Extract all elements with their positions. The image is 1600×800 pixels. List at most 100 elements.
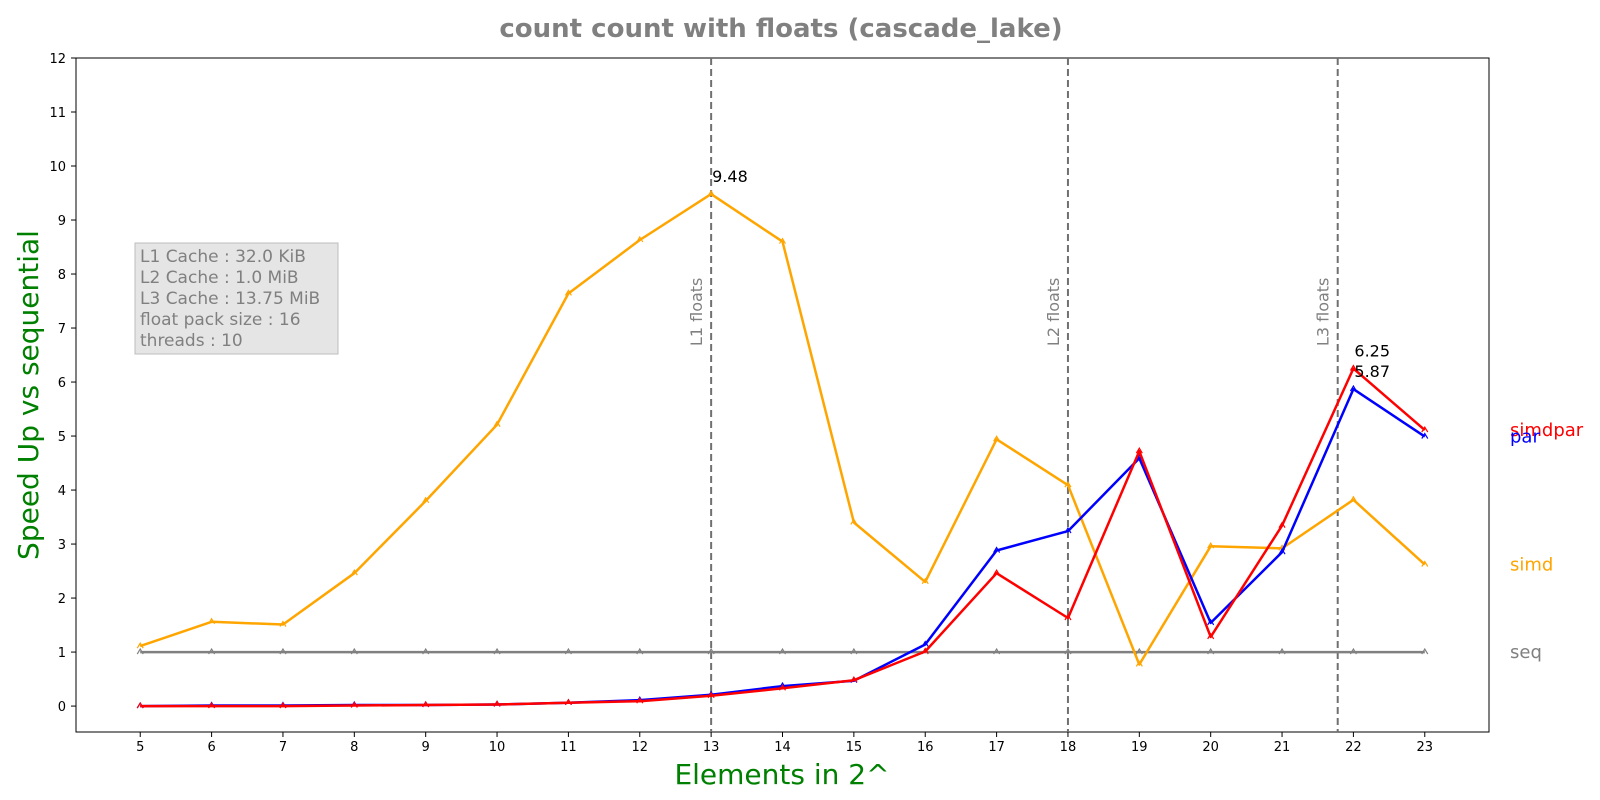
- data-point: [1064, 647, 1072, 655]
- x-tick-label: 12: [631, 740, 648, 755]
- cache-boundary-label: L2 floats: [1044, 278, 1063, 346]
- series-simd: [136, 189, 1429, 667]
- data-point: [778, 681, 787, 689]
- data-point: [422, 496, 430, 504]
- series-label-simdpar: simdpar: [1510, 420, 1584, 441]
- data-point: [636, 235, 644, 243]
- data-point: [208, 701, 216, 709]
- series-label-simd: simd: [1510, 555, 1553, 576]
- data-point: [1207, 618, 1215, 626]
- data-point: [636, 647, 644, 655]
- data-point: [279, 701, 287, 709]
- data-point: [993, 546, 1001, 553]
- info-box-line: threads : 10: [140, 331, 243, 351]
- data-point: [1421, 560, 1429, 567]
- y-tick-label: 10: [49, 160, 66, 175]
- data-point: [1207, 632, 1215, 640]
- data-point: [208, 617, 216, 625]
- cache-boundary-label: L1 floats: [687, 278, 706, 346]
- data-point: [1207, 542, 1215, 549]
- data-point: [493, 700, 501, 707]
- data-point: [1064, 613, 1072, 621]
- data-point: [1349, 364, 1357, 371]
- data-point: [707, 189, 715, 197]
- data-point: [1278, 547, 1286, 555]
- x-tick-label: 18: [1060, 740, 1077, 755]
- series-simdpar: [136, 364, 1429, 709]
- data-point: [707, 647, 715, 655]
- info-box-line: float pack size : 16: [140, 310, 301, 330]
- data-point: [422, 700, 430, 708]
- data-point: [493, 647, 501, 655]
- data-point: [1135, 647, 1143, 655]
- x-tick-label: 17: [988, 740, 1005, 755]
- series-label-par: par: [1510, 427, 1540, 448]
- data-point: [1421, 432, 1429, 439]
- x-axis-label: Elements in 2^: [674, 758, 889, 791]
- y-tick-label: 6: [58, 376, 66, 391]
- x-tick-label: 19: [1131, 740, 1148, 755]
- x-tick-label: 13: [703, 740, 720, 755]
- series-line-simdpar: [140, 367, 1426, 708]
- y-tick-label: 8: [58, 268, 66, 283]
- data-point: [921, 577, 929, 585]
- data-point: [921, 640, 929, 647]
- x-tick-label: 7: [279, 740, 287, 755]
- x-axis: 5 6 7 8 9 10 11 12 13 14 15 16 17 18 19 20 21 22 23: [136, 732, 1433, 755]
- data-point: [993, 435, 1001, 442]
- x-tick-label: 16: [917, 740, 934, 755]
- data-point: [778, 237, 787, 244]
- x-tick-label: 5: [136, 740, 144, 755]
- data-point: [350, 647, 358, 655]
- data-point: [707, 691, 715, 699]
- data-point: [993, 569, 1001, 576]
- data-point: [350, 701, 358, 708]
- x-tick-label: 21: [1274, 740, 1291, 755]
- peak-annotation: 9.48: [712, 167, 748, 186]
- y-tick-label: 11: [49, 106, 66, 121]
- info-box-line: L1 Cache : 32.0 KiB: [140, 247, 306, 267]
- data-point: [279, 647, 287, 655]
- data-point: [1278, 521, 1286, 529]
- y-tick-label: 3: [58, 538, 66, 553]
- y-tick-label: 12: [49, 52, 66, 67]
- x-tick-label: 8: [350, 740, 358, 755]
- x-tick-label: 23: [1416, 740, 1433, 755]
- chart-title: count count with floats (cascade_lake): [499, 14, 1062, 44]
- y-tick-label: 5: [58, 430, 66, 445]
- data-point: [136, 641, 144, 649]
- data-point: [279, 620, 287, 627]
- data-point: [1135, 447, 1143, 454]
- y-tick-label: 7: [58, 322, 66, 337]
- x-tick-label: 11: [560, 740, 577, 755]
- x-tick-label: 20: [1202, 740, 1219, 755]
- series-line-simd: [139, 192, 1426, 666]
- data-point: [1135, 660, 1143, 667]
- data-point: [1064, 481, 1072, 488]
- peak-annotation: 6.25: [1354, 342, 1390, 361]
- data-point: [850, 518, 858, 525]
- y-tick-label: 2: [58, 592, 66, 607]
- info-box-background: [134, 242, 339, 355]
- y-tick-label: 1: [58, 646, 66, 661]
- peak-annotations: 9.48 6.255.87: [712, 167, 1390, 381]
- plot-area: [75, 57, 1490, 733]
- data-point: [636, 697, 644, 704]
- data-point: [850, 675, 858, 683]
- data-point: [493, 420, 501, 428]
- data-point: [1349, 384, 1357, 392]
- data-point: [1421, 647, 1429, 655]
- data-point: [136, 701, 144, 709]
- x-tick-label: 9: [422, 740, 430, 755]
- data-point: [350, 569, 358, 576]
- data-point: [921, 647, 929, 654]
- info-box-line: L2 Cache : 1.0 MiB: [140, 268, 299, 288]
- data-point: [1421, 425, 1429, 433]
- data-point: [1278, 647, 1286, 655]
- series-lines: [136, 189, 1429, 709]
- y-tick-label: 0: [58, 700, 66, 715]
